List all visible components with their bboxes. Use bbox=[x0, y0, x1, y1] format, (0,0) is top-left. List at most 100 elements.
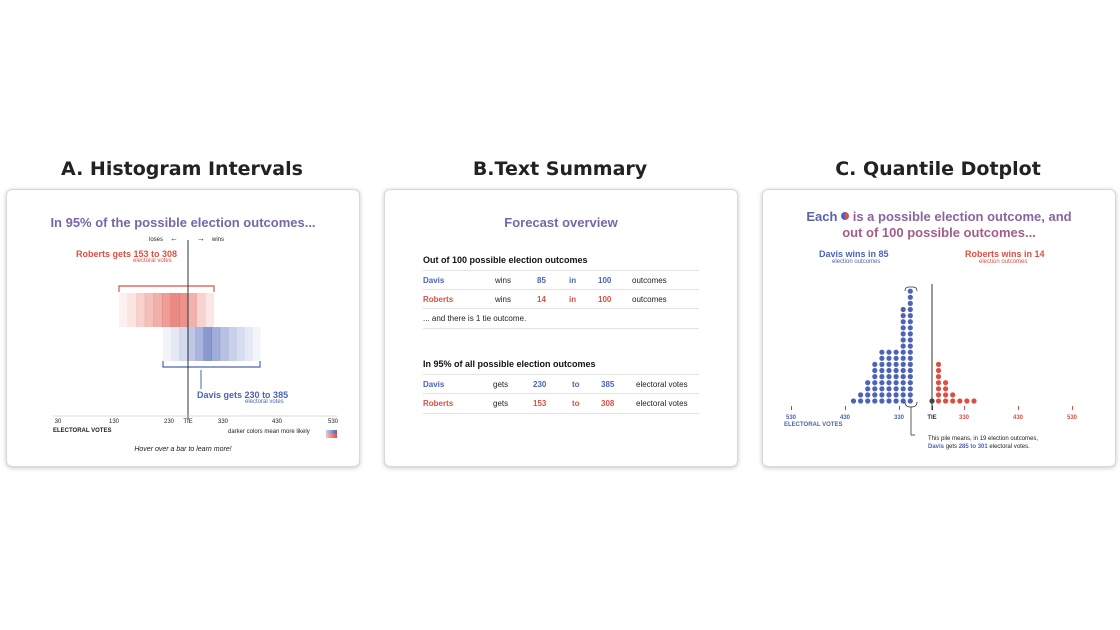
outcome-dot bbox=[893, 361, 899, 367]
row-verb: gets bbox=[493, 399, 509, 408]
text-summary-card: Forecast overview Out of 100 possible el… bbox=[384, 189, 738, 467]
histogram-bin bbox=[235, 327, 245, 361]
outcome-dot bbox=[907, 319, 913, 325]
row-unit: electoral votes bbox=[636, 399, 688, 408]
outcome-dot bbox=[900, 398, 906, 404]
outcome-dot bbox=[879, 367, 885, 374]
histogram-bin bbox=[219, 327, 229, 361]
histogram-svg bbox=[53, 240, 337, 438]
histogram-bin bbox=[162, 293, 171, 327]
table-row: Davis gets 230 to 385 electoral votes bbox=[423, 374, 699, 394]
outcome-dot bbox=[907, 337, 913, 343]
wins-arrow-icon: → bbox=[197, 234, 205, 243]
dotplot-axis-title: ELECTORAL VOTES bbox=[784, 422, 843, 428]
outcome-dot bbox=[907, 306, 913, 313]
histogram-bin bbox=[119, 293, 128, 327]
table-row: Davis wins 85 in 100 outcomes bbox=[423, 270, 699, 290]
outcome-dot bbox=[879, 380, 885, 386]
row-high: 308 bbox=[601, 399, 615, 408]
outcome-dot bbox=[907, 343, 913, 349]
histogram-bin bbox=[244, 327, 253, 361]
outcome-dot bbox=[907, 367, 913, 374]
axis-tick-mark bbox=[791, 406, 792, 410]
outcome-dot bbox=[893, 380, 899, 386]
outcome-dot bbox=[900, 313, 906, 319]
histogram-bin bbox=[195, 327, 204, 361]
dotplot-tick-label: 330 bbox=[958, 415, 969, 421]
outcome-dot bbox=[943, 392, 949, 398]
dotplot-tick-label: 330 bbox=[893, 415, 904, 421]
outcome-dot bbox=[886, 386, 892, 392]
annotation-gets: gets bbox=[945, 444, 958, 450]
outcome-dot bbox=[907, 300, 913, 306]
histogram-tick-label: 530 bbox=[327, 419, 338, 425]
roberts-label-prefix: Roberts gets bbox=[76, 249, 132, 259]
outcome-dot bbox=[865, 386, 871, 392]
histogram-bin bbox=[163, 327, 172, 361]
outcome-dot bbox=[872, 392, 878, 398]
outcome-dot bbox=[893, 398, 899, 404]
outcome-dot bbox=[872, 380, 878, 386]
outcome-dot bbox=[907, 361, 913, 367]
row-low: 153 bbox=[533, 399, 547, 408]
outcome-dot bbox=[900, 337, 906, 343]
axis-tick-mark bbox=[964, 406, 965, 410]
davis-interval-label: Davis gets 230 to 385 bbox=[197, 390, 288, 400]
outcome-dot bbox=[943, 380, 949, 386]
axis-tick-mark bbox=[1072, 406, 1073, 410]
davis-sub-label: electoral votes bbox=[245, 399, 284, 405]
outcome-dot bbox=[929, 398, 935, 404]
outcome-dot bbox=[907, 386, 913, 392]
outcome-dot bbox=[935, 398, 942, 404]
row-total: 100 bbox=[598, 276, 612, 285]
histogram-bin bbox=[170, 293, 180, 327]
outcome-dot bbox=[900, 374, 906, 380]
heading-dot-icon bbox=[841, 212, 850, 220]
loses-arrow-icon: ← bbox=[170, 234, 178, 243]
histogram-bin bbox=[203, 327, 212, 361]
outcome-dot bbox=[900, 343, 906, 349]
heading-rest: is a possible election outcome, and bbox=[852, 209, 1072, 224]
axis-tick-mark bbox=[932, 406, 933, 410]
histogram-bin bbox=[187, 293, 197, 327]
annotation-davis: Davis bbox=[928, 444, 945, 450]
row-value: 14 bbox=[537, 295, 546, 304]
davis-bracket bbox=[162, 361, 261, 368]
outcome-dot bbox=[907, 325, 913, 331]
histogram-bin bbox=[144, 293, 154, 327]
table-row: Roberts wins 14 in 100 outcomes bbox=[423, 289, 699, 309]
outcome-dot bbox=[900, 355, 906, 361]
summary-section2-title: In 95% of all possible election outcomes bbox=[423, 359, 596, 369]
outcome-dot bbox=[893, 386, 899, 392]
annotation-range: 285 to 301 bbox=[958, 444, 988, 450]
dotplot-tick-label: 530 bbox=[785, 415, 796, 421]
outcome-dot bbox=[886, 355, 892, 361]
histogram-bin bbox=[196, 293, 206, 327]
histogram-bin bbox=[153, 293, 163, 327]
row-high: 385 bbox=[601, 380, 615, 389]
outcome-dot bbox=[879, 355, 885, 361]
outcome-dot bbox=[900, 380, 906, 386]
row-candidate-name: Davis bbox=[423, 380, 445, 389]
outcome-dot bbox=[964, 398, 970, 404]
row-unit: outcomes bbox=[632, 295, 667, 304]
outcome-dot bbox=[865, 392, 871, 398]
annotation-line1: This pile means, in 19 election outcomes… bbox=[928, 436, 1039, 442]
table-row: ... and there is 1 tie outcome. bbox=[423, 308, 699, 329]
row-to: to bbox=[572, 380, 580, 389]
outcome-dot bbox=[907, 294, 913, 300]
outcome-dot bbox=[893, 349, 899, 355]
dotplot-tick-label: 430 bbox=[839, 415, 850, 421]
outcome-dot bbox=[907, 392, 913, 398]
histogram-legend-text: darker colors mean more likely bbox=[228, 429, 310, 435]
outcome-dot bbox=[907, 355, 913, 361]
outcome-dot bbox=[900, 325, 906, 331]
row-to: to bbox=[572, 399, 580, 408]
legend-blue-swatch bbox=[326, 430, 337, 434]
outcome-dot bbox=[935, 380, 942, 386]
davis-label-prefix: Davis gets bbox=[197, 390, 243, 400]
roberts-bracket bbox=[118, 285, 215, 292]
row-in: in bbox=[569, 295, 577, 304]
outcome-dot bbox=[900, 306, 906, 313]
panel-c-title: C. Quantile Dotplot bbox=[835, 158, 1041, 180]
